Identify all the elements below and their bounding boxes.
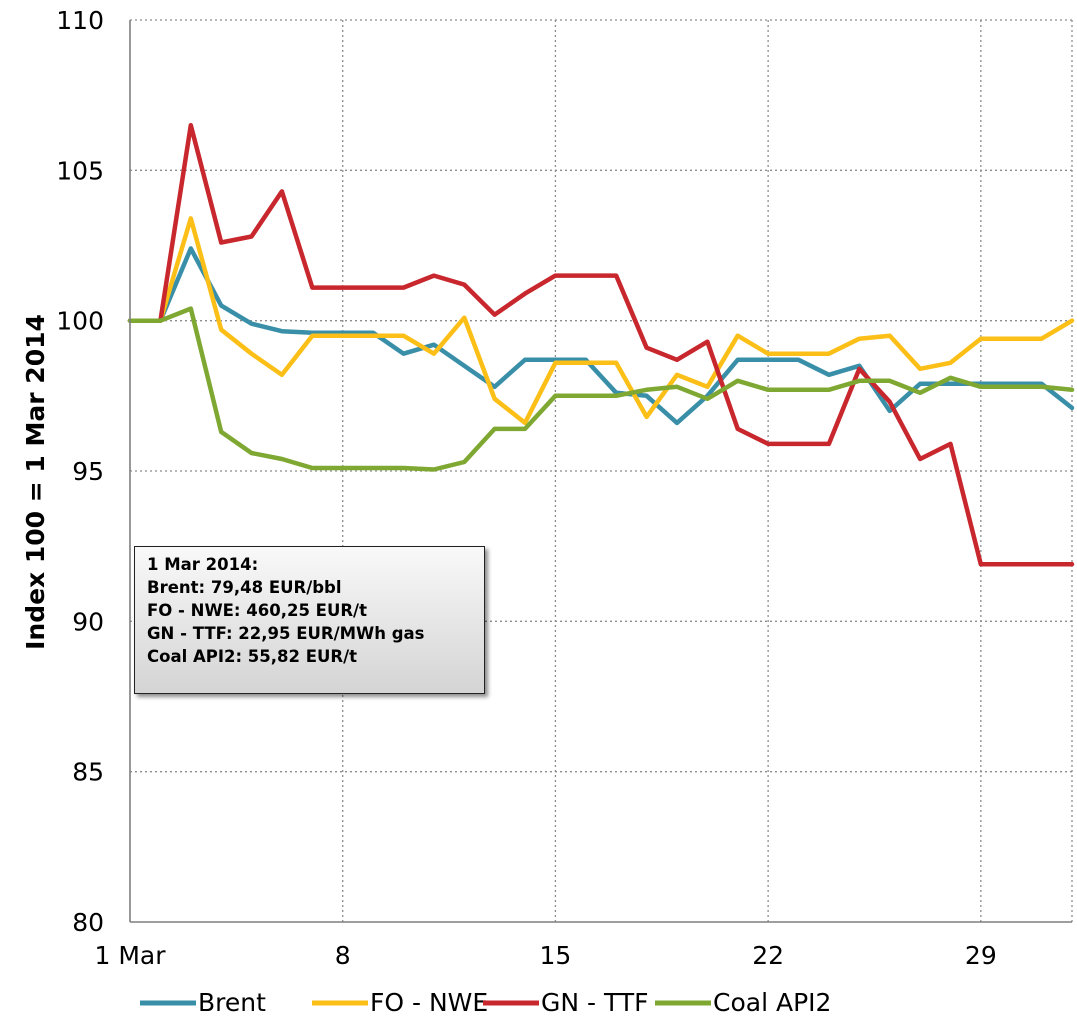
grid xyxy=(130,19,1073,922)
x-tick-label: 29 xyxy=(965,941,997,970)
y-tick-label: 95 xyxy=(72,457,104,486)
y-tick-label: 105 xyxy=(56,156,104,185)
annotation-line: Coal API2: 55,82 EUR/t xyxy=(147,647,358,666)
annotation-box: 1 Mar 2014: Brent: 79,48 EUR/bbl FO - NW… xyxy=(134,546,485,694)
y-tick-label: 110 xyxy=(56,6,104,35)
x-tick-label: 22 xyxy=(752,941,784,970)
y-tick-label: 80 xyxy=(72,908,104,937)
series-line xyxy=(127,246,1075,426)
annotation-line: Brent: 79,48 EUR/bbl xyxy=(147,578,342,597)
annotation-line: FO - NWE: 460,25 EUR/t xyxy=(147,601,367,620)
annotation-line: 1 Mar 2014: xyxy=(147,555,259,574)
x-tick-label: 8 xyxy=(335,941,351,970)
y-axis-label: Index 100 = 1 Mar 2014 xyxy=(21,314,50,650)
legend-label: Brent xyxy=(198,988,266,1017)
axes: 80 85 90 95 100 105 110 1 Mar 8 15 22 29 Index 100 =… xyxy=(21,6,1072,970)
series-line xyxy=(127,216,1075,426)
x-tick-label: 1 Mar xyxy=(94,941,166,970)
series-line xyxy=(127,122,1075,567)
y-tick-label: 85 xyxy=(72,758,104,787)
series-line xyxy=(127,306,1075,472)
legend: Brent FO - NWE GN - TTF Coal API2 xyxy=(140,988,831,1017)
annotation-line: GN - TTF: 22,95 EUR/MWh gas xyxy=(147,624,425,643)
y-tick-label: 90 xyxy=(72,607,104,636)
legend-label: Coal API2 xyxy=(713,988,831,1017)
y-tick-label: 100 xyxy=(56,307,104,336)
legend-label: GN - TTF xyxy=(541,988,648,1017)
series-lines xyxy=(127,122,1075,567)
x-tick-label: 15 xyxy=(540,941,572,970)
legend-label: FO - NWE xyxy=(370,988,488,1017)
